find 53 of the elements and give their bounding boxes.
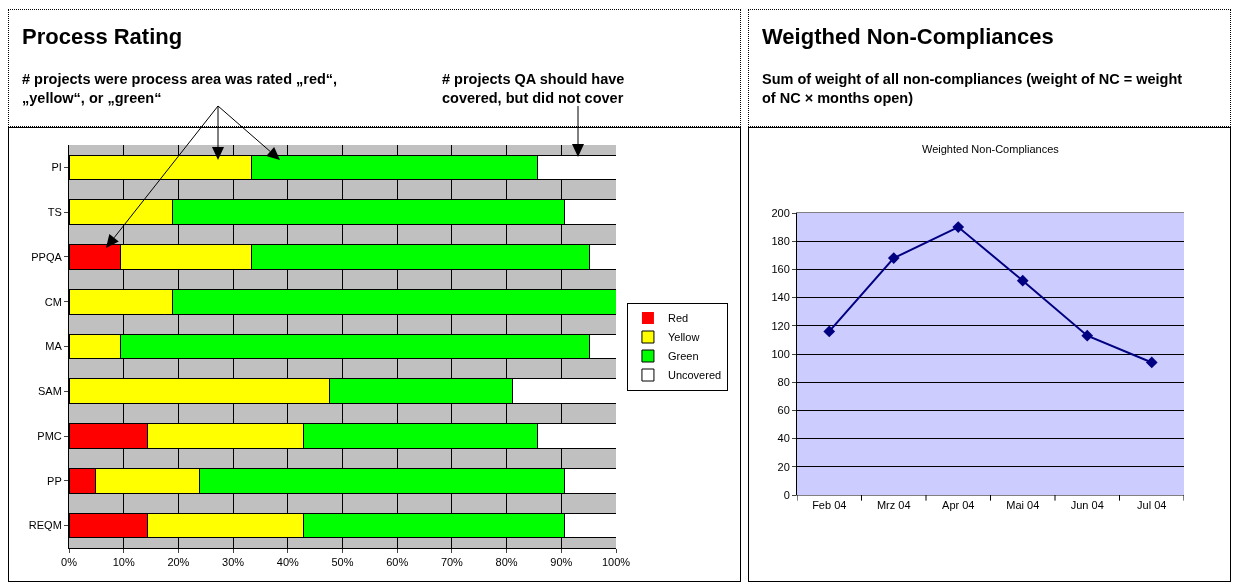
y-tick-label: 60	[777, 404, 790, 417]
legend-label: Green	[667, 350, 699, 363]
y-tick-label: 40	[777, 432, 790, 445]
x-tick-label: 60%	[386, 556, 409, 569]
y-tick-label: 120	[771, 319, 790, 332]
y-tick-label: REQM	[28, 519, 62, 532]
x-tick-label: 50%	[331, 556, 354, 569]
chart-title: Process Rating	[22, 24, 183, 50]
x-tick-label: 80%	[495, 556, 518, 569]
legend-label: Yellow	[667, 331, 700, 344]
y-tick-label: MA	[45, 340, 63, 353]
y-tick-label: PPQA	[31, 250, 63, 263]
point	[1081, 329, 1094, 342]
y-tick-label: 80	[777, 376, 790, 389]
y-tick-label: CM	[44, 295, 62, 308]
y-tick-label: PP	[47, 474, 62, 487]
y-tick-label: 140	[771, 291, 790, 304]
x-tick-label: 10%	[112, 556, 135, 569]
y-tick-label: 200	[771, 206, 790, 219]
x-tick-label: 100%	[601, 556, 631, 569]
point	[952, 221, 965, 233]
y-tick-label: 100	[771, 347, 790, 360]
x-tick-label: Mrz 04	[876, 499, 911, 512]
x-tick-label: 70%	[440, 556, 464, 569]
y-tick-label: PMC	[37, 429, 62, 442]
text: Weighted Non-Compliances	[922, 143, 1060, 155]
point	[887, 252, 900, 264]
legend-label: Red	[667, 312, 689, 325]
point	[823, 325, 836, 338]
y-tick-label: SAM	[37, 385, 62, 398]
x-tick-label: 40%	[276, 556, 300, 569]
point	[1145, 356, 1158, 369]
chart-subtitle: Sum of weight of all non-compliances (weight of NC = weight of NC × months open)	[762, 70, 1184, 108]
x-tick-label: Feb 04	[812, 499, 847, 512]
x-tick-label: Jul 04	[1137, 499, 1167, 512]
y-tick-label: 0	[783, 488, 790, 501]
x-tick-label: 0%	[61, 556, 78, 569]
legend-label: Uncovered	[667, 369, 722, 382]
text: # projects QA should have covered, but did not cover	[442, 70, 626, 108]
y-tick-label: 180	[771, 235, 790, 248]
x-tick-label: Apr 04	[942, 499, 975, 512]
y-tick-label: 160	[771, 263, 790, 276]
y-tick-label: 20	[777, 460, 790, 473]
chart-title: Weigthed Non-Compliances	[762, 24, 1054, 50]
y-tick-label: PI	[51, 161, 62, 174]
y-tick-label: TS	[47, 206, 62, 219]
x-tick-label: 20%	[167, 556, 190, 569]
point	[1016, 274, 1029, 287]
text: # projects were process area was rated „red“, „yellow“, or „green“	[22, 70, 339, 108]
x-tick-label: Jun 04	[1070, 499, 1104, 512]
x-tick-label: 30%	[222, 556, 245, 569]
x-tick-label: 90%	[550, 556, 573, 569]
x-tick-label: Mai 04	[1006, 499, 1040, 512]
